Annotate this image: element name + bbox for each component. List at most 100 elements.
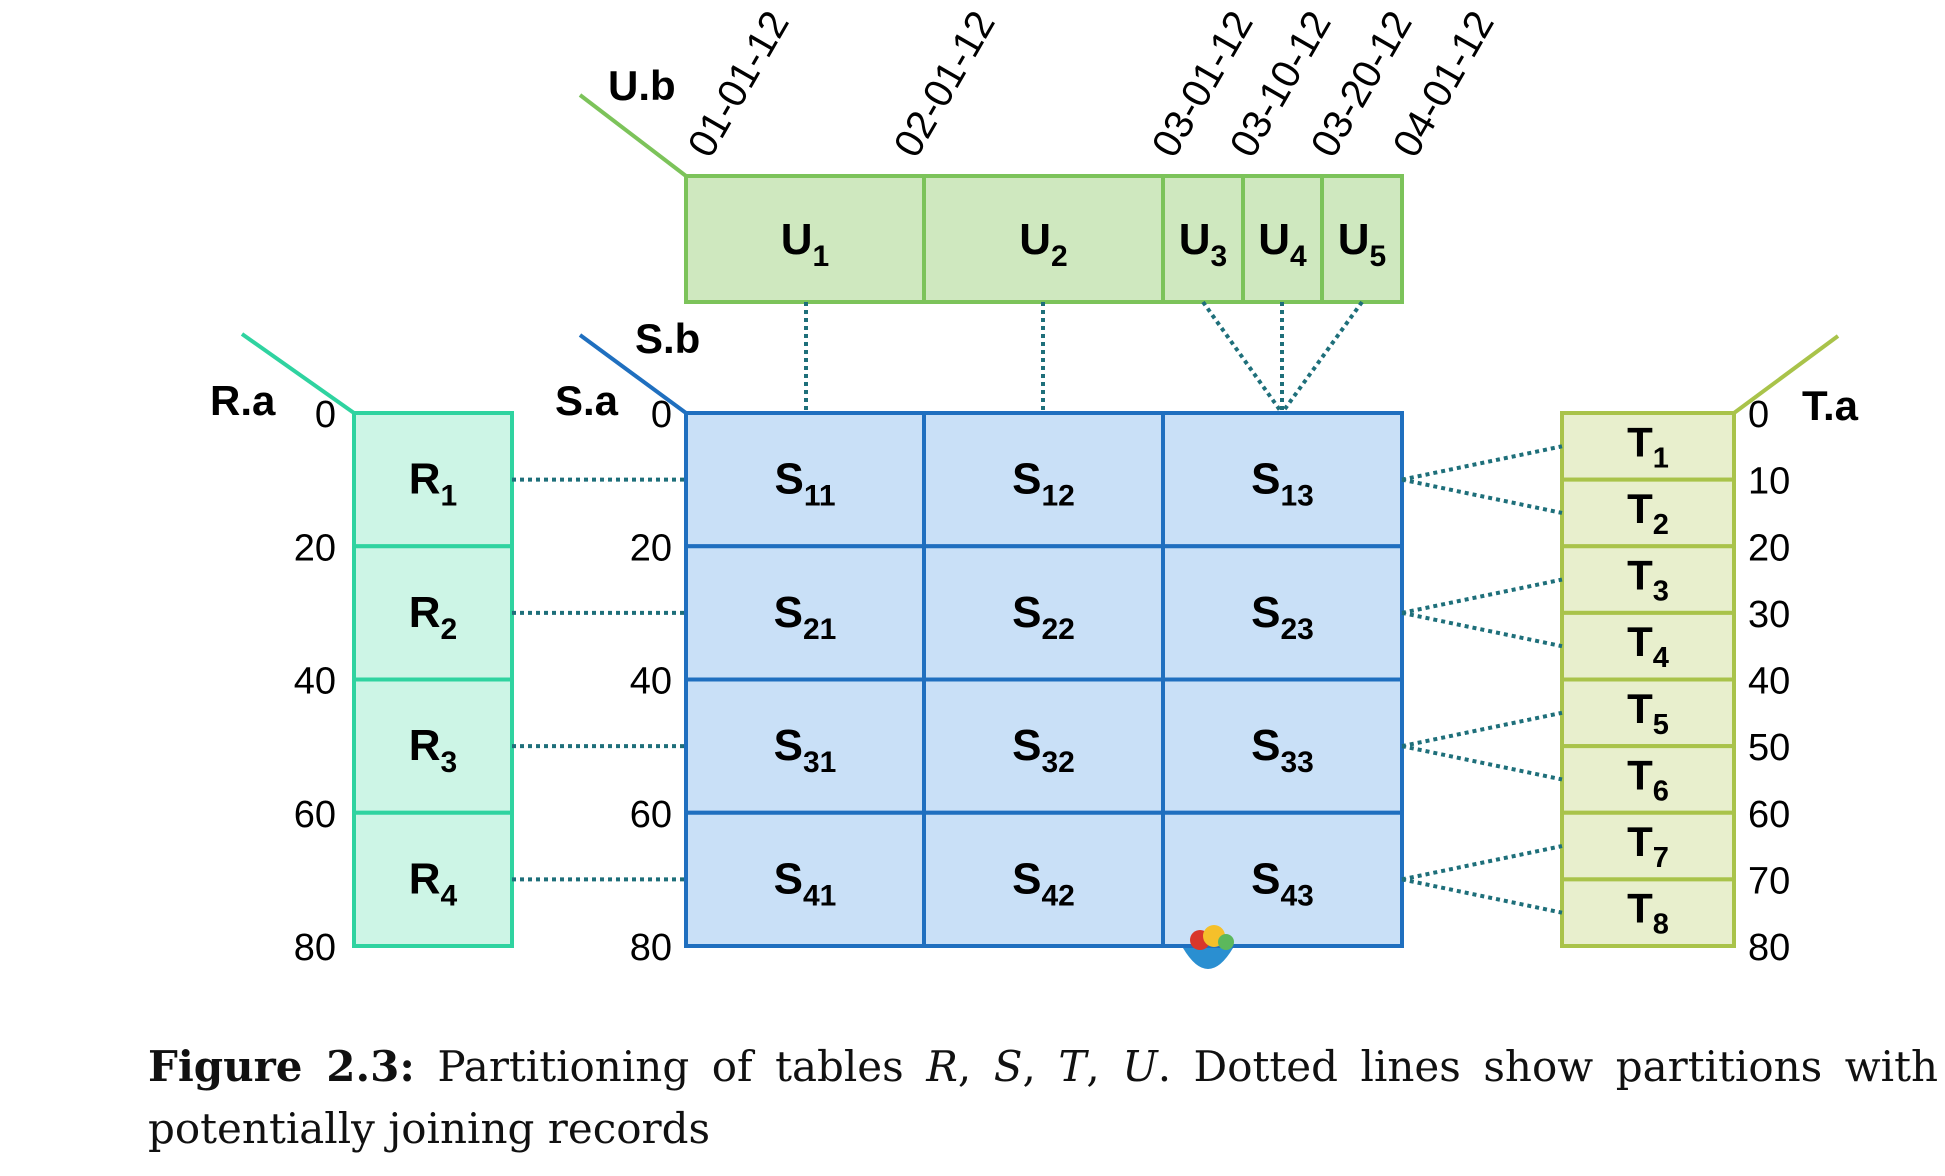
s-partition-42 — [922, 810, 1165, 948]
caption-text-1: Partitioning of tables — [414, 1042, 927, 1091]
t-partition-label-6: T6 — [1627, 751, 1669, 807]
s-partition-label-42: S42 — [1012, 854, 1075, 912]
t-axis-label: T.a — [1802, 382, 1859, 429]
s-tick-3: 40 — [630, 661, 672, 703]
t-partition-label-8: T8 — [1627, 885, 1669, 941]
t-partition-1 — [1560, 411, 1736, 482]
s-axis-line — [578, 333, 688, 415]
t-partition-label-4: T4 — [1627, 618, 1669, 674]
r-partition-1 — [352, 411, 514, 549]
r-partition-label-3: R3 — [409, 721, 457, 779]
u-partition-5 — [1320, 174, 1404, 304]
t-partition-label-5: T5 — [1627, 685, 1669, 741]
u-tick-1: 01-01-12 — [680, 4, 798, 165]
t-axis-line — [1732, 334, 1840, 415]
s43-t8-link — [1401, 877, 1563, 915]
u-axis-line — [578, 93, 688, 178]
s13-t1-link — [1401, 444, 1563, 482]
u-partition-label-4: U4 — [1258, 215, 1307, 273]
s-partition-label-33: S33 — [1251, 721, 1314, 779]
bowl-watermark-icon — [1183, 948, 1233, 969]
r-partition-label-2: R2 — [409, 588, 457, 646]
t-tick-8: 70 — [1748, 860, 1790, 902]
t-partition-2 — [1560, 477, 1736, 549]
s-partition-label-31: S31 — [774, 721, 837, 779]
t-tick-2: 10 — [1748, 461, 1790, 503]
s-b-label: S.b — [635, 315, 700, 362]
figure-caption: Figure 2.3: Partitioning of tables R, S,… — [148, 1042, 1939, 1153]
u-partition-label-5: U5 — [1338, 215, 1386, 273]
caption-var-s: S — [993, 1042, 1023, 1091]
t-tick-7: 60 — [1748, 794, 1790, 836]
s33-t5-link — [1401, 710, 1563, 749]
s-tick-5: 80 — [630, 927, 672, 969]
t-tick-5: 40 — [1748, 661, 1790, 703]
s-partition-label-13: S13 — [1251, 455, 1314, 513]
r-partition-3 — [352, 677, 514, 815]
t-tick-9: 80 — [1748, 927, 1790, 969]
t-partition-8 — [1560, 877, 1736, 948]
t-tick-4: 30 — [1748, 594, 1790, 636]
caption-text-2: . Dotted lines show partitions with pote… — [148, 1042, 1939, 1153]
s-partition-43 — [1161, 810, 1404, 948]
s-a-label: S.a — [555, 377, 619, 424]
s13-t2-link — [1401, 477, 1563, 515]
r-tick-4: 60 — [294, 794, 336, 836]
r-axis-line — [240, 332, 356, 415]
s-tick-4: 60 — [630, 794, 672, 836]
s-tick-2: 20 — [630, 527, 672, 569]
s-partition-label-11: S11 — [774, 455, 835, 513]
caption-label: Figure 2.3: — [148, 1042, 415, 1091]
s-partition-22 — [922, 544, 1165, 682]
r-axis-label: R.a — [210, 377, 276, 424]
t-tick-6: 50 — [1748, 727, 1790, 769]
caption-var-r: R — [926, 1042, 958, 1091]
caption-var-u: U — [1122, 1042, 1158, 1091]
s-partition-31 — [684, 677, 926, 815]
s-partition-label-22: S22 — [1012, 588, 1075, 646]
s-tick-1: 0 — [651, 394, 672, 436]
s-partition-label-41: S41 — [774, 854, 837, 912]
s-partition-32 — [922, 677, 1165, 815]
r-tick-1: 0 — [315, 394, 336, 436]
s-partition-label-23: S23 — [1251, 588, 1314, 646]
r-tick-2: 20 — [294, 527, 336, 569]
r-tick-5: 80 — [294, 927, 336, 969]
t-partition-label-7: T7 — [1627, 818, 1669, 874]
t-tick-3: 20 — [1748, 527, 1790, 569]
s-partition-label-12: S12 — [1012, 455, 1075, 513]
r-partition-2 — [352, 544, 514, 682]
u-partition-label-2: U2 — [1019, 215, 1067, 273]
s-partition-label-32: S32 — [1012, 721, 1075, 779]
s33-t6-link — [1401, 744, 1563, 782]
t-partition-6 — [1560, 744, 1736, 815]
t-partition-label-1: T1 — [1627, 418, 1669, 474]
bowl-fruit-green-icon — [1218, 934, 1234, 950]
s-partition-21 — [684, 544, 926, 682]
u3-s13-link — [1201, 300, 1284, 415]
u-partition-label-3: U3 — [1179, 215, 1227, 273]
s23-t4-link — [1401, 610, 1563, 649]
r-tick-3: 40 — [294, 661, 336, 703]
r-partition-label-1: R1 — [409, 455, 457, 513]
u-tick-2: 02-01-12 — [886, 4, 1004, 165]
s-partition-label-21: S21 — [774, 588, 837, 646]
s43-t7-link — [1401, 844, 1563, 882]
u-partition-4 — [1241, 174, 1324, 304]
t-partition-label-2: T2 — [1627, 485, 1669, 541]
u-axis-label: U.b — [608, 62, 676, 109]
s23-t3-link — [1401, 577, 1563, 615]
caption-var-t: T — [1058, 1042, 1087, 1091]
u5-s13-link — [1280, 300, 1364, 415]
t-partition-4 — [1560, 610, 1736, 682]
r-partition-4 — [352, 810, 514, 948]
t-partition-3 — [1560, 544, 1736, 615]
t-partition-label-3: T3 — [1627, 552, 1669, 608]
s-partition-23 — [1161, 544, 1404, 682]
u-partition-label-1: U1 — [781, 215, 829, 273]
t-tick-1: 0 — [1748, 394, 1769, 436]
r-partition-label-4: R4 — [409, 854, 458, 912]
t-partition-5 — [1560, 677, 1736, 749]
s-partition-label-43: S43 — [1251, 854, 1314, 912]
